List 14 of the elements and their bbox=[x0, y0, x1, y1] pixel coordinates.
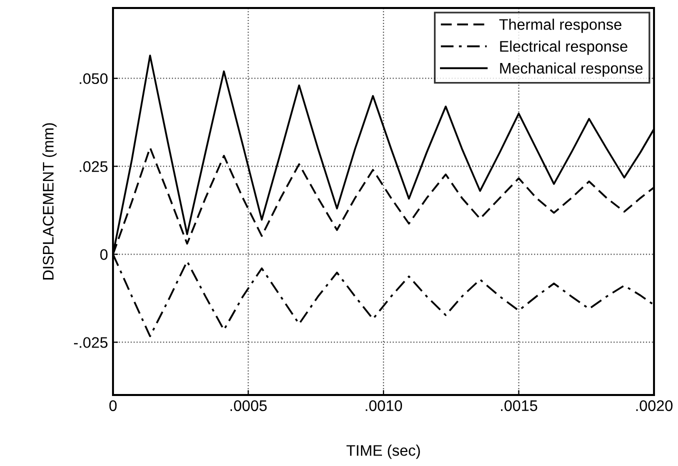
x-tick-label: .0010 bbox=[366, 400, 402, 412]
y-tick-label: .025 bbox=[80, 161, 108, 172]
legend-label: Electrical response bbox=[500, 40, 628, 55]
y-tick-label: -.025 bbox=[74, 337, 108, 348]
legend-label: Mechanical response bbox=[500, 62, 643, 77]
x-tick-label: .0015 bbox=[501, 400, 538, 412]
x-tick-label: .0020 bbox=[636, 400, 673, 412]
x-tick-label: .0005 bbox=[230, 400, 267, 412]
y-axis-title: DISPLACEMENT (mm) bbox=[42, 123, 57, 280]
y-tick-label: .050 bbox=[80, 73, 108, 84]
x-axis-title: TIME (sec) bbox=[346, 444, 420, 459]
y-tick-label: 0 bbox=[100, 249, 108, 260]
legend-label: Thermal response bbox=[499, 18, 622, 33]
x-tick-label: 0 bbox=[109, 400, 117, 412]
